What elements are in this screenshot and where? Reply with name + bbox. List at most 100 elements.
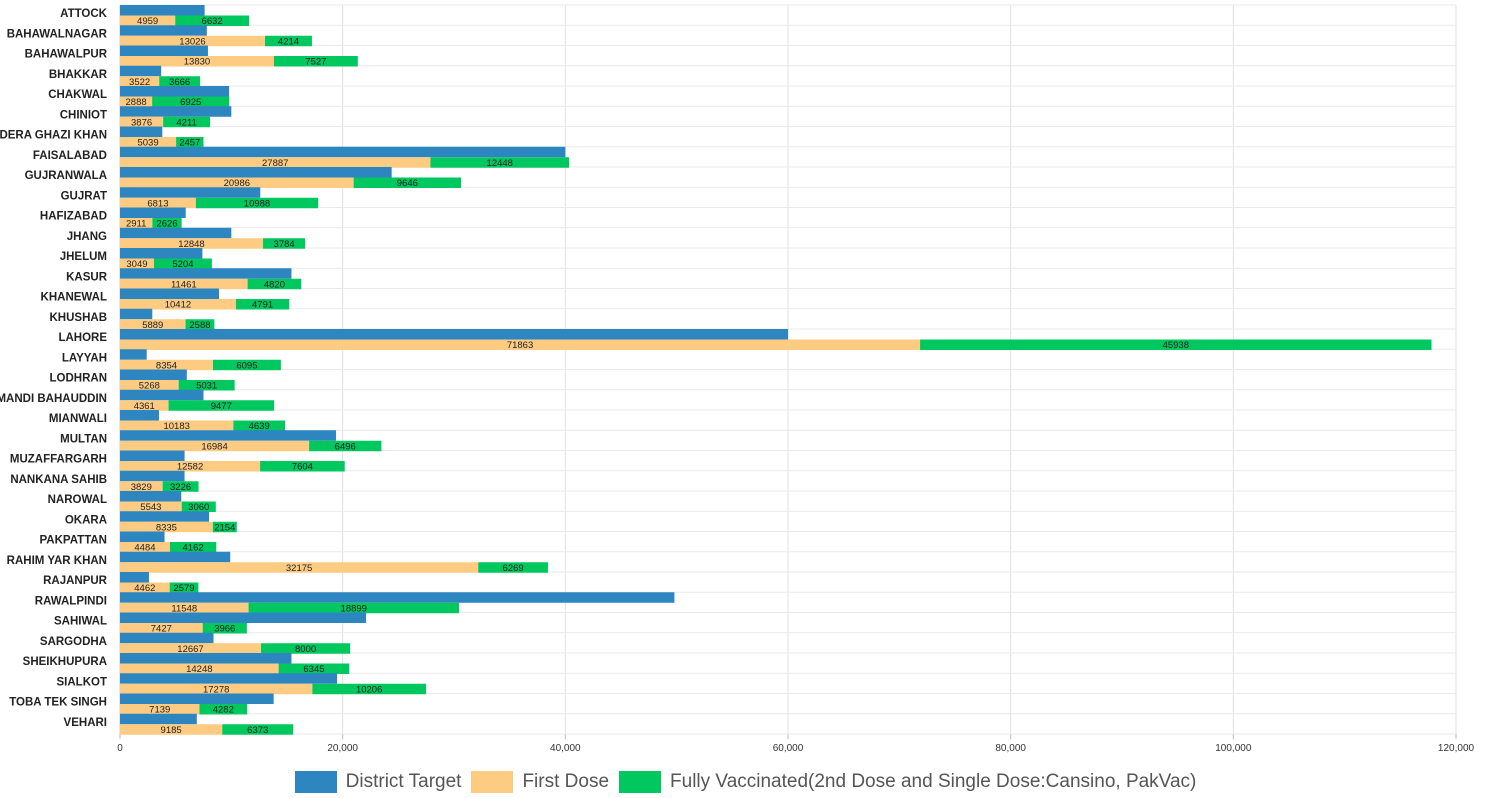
bar-first-dose-khanewal[interactable] <box>120 299 236 310</box>
bar-fully-vaccinated-rajanpur[interactable] <box>169 582 199 594</box>
bar-target-lahore[interactable] <box>120 329 788 340</box>
bar-fully-vaccinated-khushab[interactable] <box>185 319 215 330</box>
bar-first-dose-khushab[interactable] <box>120 319 186 330</box>
bar-fully-vaccinated-vehari[interactable] <box>222 724 294 735</box>
bar-target-bahawalpur[interactable] <box>120 45 208 57</box>
bar-target-vehari[interactable] <box>120 713 197 725</box>
legend-item-first-dose[interactable]: First Dose <box>471 771 609 793</box>
bar-first-dose-hafizabad[interactable] <box>120 218 153 229</box>
bar-fully-vaccinated-lahore[interactable] <box>920 339 1432 351</box>
bar-target-rajanpur[interactable] <box>120 572 149 583</box>
bar-first-dose-mianwali[interactable] <box>120 420 234 432</box>
bar-first-dose-gujranwala[interactable] <box>120 177 354 189</box>
bar-fully-vaccinated-narowal[interactable] <box>181 501 216 513</box>
bar-fully-vaccinated-gujranwala[interactable] <box>353 177 462 189</box>
bar-first-dose-multan[interactable] <box>120 440 310 452</box>
bar-target-rawalpindi[interactable] <box>120 592 675 603</box>
bar-target-sahiwal[interactable] <box>120 612 367 624</box>
bar-first-dose-mandi-bahauddin[interactable] <box>120 400 169 411</box>
bar-fully-vaccinated-kasur[interactable] <box>247 278 302 290</box>
bar-target-jhelum[interactable] <box>120 248 203 259</box>
bar-first-dose-rawalpindi[interactable] <box>120 602 249 614</box>
bar-first-dose-chakwal[interactable] <box>120 96 153 108</box>
bar-target-hafizabad[interactable] <box>120 207 186 219</box>
bar-target-jhang[interactable] <box>120 227 232 239</box>
bar-fully-vaccinated-rahim-yar-khan[interactable] <box>478 562 549 573</box>
bar-fully-vaccinated-hafizabad[interactable] <box>152 218 182 229</box>
bar-fully-vaccinated-okara[interactable] <box>212 521 237 533</box>
bar-first-dose-okara[interactable] <box>120 521 213 533</box>
legend-item-district-target[interactable]: District Target <box>294 771 461 793</box>
bar-first-dose-vehari[interactable] <box>120 724 223 735</box>
bar-target-nankana-sahib[interactable] <box>120 470 185 482</box>
bar-target-multan[interactable] <box>120 430 336 441</box>
bar-first-dose-layyah[interactable] <box>120 359 214 371</box>
bar-first-dose-bahawalnagar[interactable] <box>120 35 266 47</box>
bar-first-dose-sheikhupura[interactable] <box>120 663 279 675</box>
bar-target-mianwali[interactable] <box>120 410 159 421</box>
bar-fully-vaccinated-pakpattan[interactable] <box>169 542 217 553</box>
bar-fully-vaccinated-rawalpindi[interactable] <box>248 602 459 614</box>
bar-target-narowal[interactable] <box>120 491 182 502</box>
bar-target-bahawalnagar[interactable] <box>120 25 207 36</box>
bar-fully-vaccinated-muzaffargarh[interactable] <box>260 461 345 472</box>
bar-first-dose-sargodha[interactable] <box>120 643 262 654</box>
bar-target-mandi-bahauddin[interactable] <box>120 389 204 401</box>
bar-target-sargodha[interactable] <box>120 632 214 644</box>
bar-target-okara[interactable] <box>120 511 210 522</box>
bar-target-sialkot[interactable] <box>120 673 338 684</box>
bar-first-dose-pakpattan[interactable] <box>120 542 170 553</box>
bar-fully-vaccinated-sialkot[interactable] <box>312 683 426 695</box>
bar-fully-vaccinated-dera-ghazi-khan[interactable] <box>176 137 204 148</box>
bar-target-muzaffargarh[interactable] <box>120 450 185 462</box>
bar-first-dose-jhelum[interactable] <box>120 258 154 270</box>
bar-target-dera-ghazi-khan[interactable] <box>120 126 163 138</box>
bar-fully-vaccinated-sahiwal[interactable] <box>202 623 247 634</box>
bar-fully-vaccinated-mandi-bahauddin[interactable] <box>168 400 275 411</box>
bar-fully-vaccinated-khanewal[interactable] <box>235 299 290 310</box>
bar-first-dose-dera-ghazi-khan[interactable] <box>120 137 177 148</box>
bar-target-attock[interactable] <box>120 5 205 16</box>
bar-fully-vaccinated-sargodha[interactable] <box>261 643 351 654</box>
bar-target-kasur[interactable] <box>120 268 292 279</box>
bar-fully-vaccinated-chakwal[interactable] <box>152 96 230 108</box>
bar-fully-vaccinated-multan[interactable] <box>309 440 382 452</box>
bar-target-bhakkar[interactable] <box>120 65 162 77</box>
bar-target-gujrat[interactable] <box>120 187 261 198</box>
bar-fully-vaccinated-chiniot[interactable] <box>163 116 211 128</box>
bar-first-dose-narowal[interactable] <box>120 501 182 513</box>
bar-fully-vaccinated-bahawalpur[interactable] <box>273 56 358 67</box>
bar-target-chiniot[interactable] <box>120 106 232 117</box>
bar-fully-vaccinated-jhelum[interactable] <box>153 258 212 270</box>
bar-first-dose-jhang[interactable] <box>120 238 264 249</box>
bar-fully-vaccinated-attock[interactable] <box>175 15 250 27</box>
bar-fully-vaccinated-sheikhupura[interactable] <box>278 663 350 675</box>
bar-first-dose-nankana-sahib[interactable] <box>120 481 163 492</box>
bar-target-chakwal[interactable] <box>120 86 230 97</box>
bar-target-layyah[interactable] <box>120 349 147 360</box>
bar-target-lodhran[interactable] <box>120 369 187 381</box>
bar-target-pakpattan[interactable] <box>120 531 165 543</box>
bar-first-dose-lahore[interactable] <box>120 339 921 351</box>
bar-first-dose-chiniot[interactable] <box>120 116 164 128</box>
bar-fully-vaccinated-jhang[interactable] <box>263 238 306 249</box>
bar-first-dose-faisalabad[interactable] <box>120 157 431 168</box>
bar-fully-vaccinated-faisalabad[interactable] <box>430 157 570 168</box>
bar-fully-vaccinated-toba-tek-singh[interactable] <box>199 704 248 715</box>
bar-fully-vaccinated-nankana-sahib[interactable] <box>162 481 199 492</box>
bar-first-dose-kasur[interactable] <box>120 278 248 290</box>
bar-fully-vaccinated-mianwali[interactable] <box>233 420 286 432</box>
bar-target-gujranwala[interactable] <box>120 167 392 178</box>
bar-fully-vaccinated-bahawalnagar[interactable] <box>265 35 312 47</box>
bar-target-faisalabad[interactable] <box>120 146 566 158</box>
bar-first-dose-bhakkar[interactable] <box>120 76 160 87</box>
bar-first-dose-lodhran[interactable] <box>120 380 179 391</box>
bar-first-dose-muzaffargarh[interactable] <box>120 461 261 472</box>
bar-fully-vaccinated-bhakkar[interactable] <box>159 76 201 87</box>
bar-first-dose-toba-tek-singh[interactable] <box>120 704 200 715</box>
bar-target-khanewal[interactable] <box>120 288 220 300</box>
bar-first-dose-sialkot[interactable] <box>120 683 313 695</box>
bar-target-rahim-yar-khan[interactable] <box>120 551 231 563</box>
bar-target-khushab[interactable] <box>120 308 153 320</box>
bar-first-dose-rajanpur[interactable] <box>120 582 170 594</box>
